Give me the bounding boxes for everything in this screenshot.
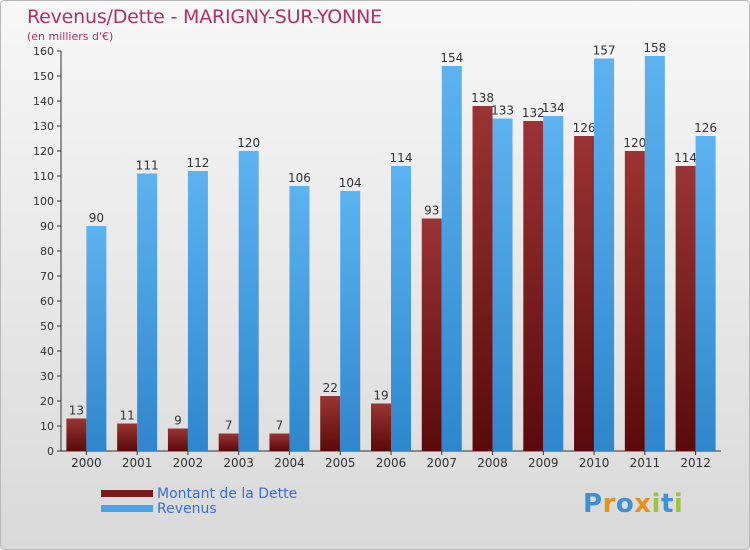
x-tick-label: 2012	[680, 456, 711, 470]
data-label-dette: 114	[674, 151, 697, 165]
y-tick-label: 100	[33, 195, 54, 208]
y-tick-label: 10	[40, 420, 54, 433]
bar-revenus	[644, 56, 665, 451]
data-label-dette: 93	[424, 204, 439, 218]
legend-label-revenus: Revenus	[157, 501, 217, 517]
legend-label-debt: Montant de la Dette	[157, 486, 298, 502]
legend-swatch-debt	[101, 490, 153, 497]
bar-revenus	[238, 151, 259, 451]
x-tick-label: 2006	[376, 456, 407, 470]
x-tick-label: 2005	[325, 456, 356, 470]
y-tick-label: 30	[40, 370, 54, 383]
bar-dette	[472, 106, 493, 451]
data-label-dette: 120	[623, 136, 646, 150]
data-label-revenus: 112	[186, 156, 209, 170]
y-tick-label: 110	[33, 170, 54, 183]
y-tick-label: 140	[33, 95, 54, 108]
bar-revenus	[492, 118, 513, 451]
y-tick-label: 150	[33, 70, 54, 83]
data-label-revenus: 114	[390, 151, 413, 165]
data-label-dette: 22	[323, 381, 338, 395]
data-label-revenus: 120	[237, 136, 260, 150]
bar-dette	[523, 121, 544, 451]
x-tick-label: 2009	[528, 456, 559, 470]
logo-letter: i	[651, 489, 661, 519]
y-tick-label: 130	[33, 120, 54, 133]
data-label-dette: 132	[522, 106, 545, 120]
bar-revenus	[86, 226, 107, 451]
x-tick-label: 2004	[274, 456, 305, 470]
y-tick-label: 80	[40, 245, 54, 258]
y-tick-label: 20	[40, 395, 54, 408]
y-tick-label: 70	[40, 270, 54, 283]
bar-revenus	[289, 186, 310, 451]
data-label-revenus: 111	[136, 159, 159, 173]
bar-dette	[675, 166, 696, 451]
data-label-revenus: 106	[288, 171, 311, 185]
data-label-dette: 138	[471, 91, 494, 105]
x-tick-label: 2000	[71, 456, 102, 470]
bar-revenus	[594, 58, 615, 451]
y-tick-label: 40	[40, 345, 54, 358]
bar-dette	[269, 433, 290, 451]
bar-revenus	[391, 166, 411, 451]
bar-revenus	[187, 171, 208, 451]
bar-revenus	[137, 173, 158, 451]
logo-letter: x	[634, 489, 652, 519]
y-tick-label: 120	[33, 145, 54, 158]
bar-revenus	[543, 116, 564, 451]
data-label-revenus: 134	[542, 101, 565, 115]
x-tick-label: 2003	[223, 456, 254, 470]
x-tick-label: 2008	[477, 456, 508, 470]
x-tick-label: 2010	[579, 456, 610, 470]
data-label-revenus: 104	[339, 176, 362, 190]
data-label-revenus: 126	[694, 121, 717, 135]
data-label-dette: 126	[573, 121, 596, 135]
data-label-revenus: 157	[593, 44, 616, 58]
bar-dette	[320, 396, 341, 451]
bar-dette	[218, 433, 239, 451]
data-label-dette: 9	[174, 414, 182, 428]
bar-revenus	[441, 66, 462, 451]
bar-dette	[574, 136, 595, 451]
y-tick-label: 0	[47, 445, 54, 458]
data-label-dette: 19	[373, 389, 388, 403]
bar-revenus	[695, 136, 716, 451]
chart-subtitle: (en milliers d'€)	[27, 30, 114, 43]
logo-letter: P	[583, 489, 603, 519]
data-label-revenus: 90	[89, 211, 104, 225]
y-tick-label: 90	[40, 220, 54, 233]
bar-dette	[66, 418, 87, 451]
x-tick-label: 2007	[426, 456, 457, 470]
x-tick-label: 2001	[122, 456, 153, 470]
data-label-revenus: 154	[440, 51, 463, 65]
y-tick-label: 60	[40, 295, 54, 308]
bar-dette	[624, 151, 645, 451]
bar-dette	[421, 218, 442, 451]
data-label-revenus: 133	[491, 104, 514, 118]
bar-revenus	[340, 191, 361, 451]
bar-dette	[117, 423, 138, 451]
logo-letter: o	[615, 489, 635, 519]
bar-dette	[167, 428, 188, 451]
data-label-dette: 7	[276, 419, 284, 433]
x-tick-label: 2011	[630, 456, 661, 470]
logo-letter: t	[660, 489, 674, 519]
data-label-revenus: 158	[643, 41, 666, 55]
logo-letter: i	[673, 489, 684, 519]
proxiti-logo: Proxiti	[583, 489, 683, 519]
y-tick-label: 160	[33, 45, 54, 58]
data-label-dette: 11	[120, 409, 135, 423]
data-label-dette: 7	[225, 419, 233, 433]
data-label-dette: 13	[69, 404, 84, 418]
bar-dette	[371, 403, 391, 451]
y-tick-label: 50	[40, 320, 54, 333]
logo-letter: r	[602, 489, 616, 519]
legend-swatch-revenus	[101, 505, 153, 512]
chart-title: Revenus/Dette - MARIGNY-SUR-YONNE	[27, 6, 382, 28]
x-tick-label: 2002	[173, 456, 204, 470]
